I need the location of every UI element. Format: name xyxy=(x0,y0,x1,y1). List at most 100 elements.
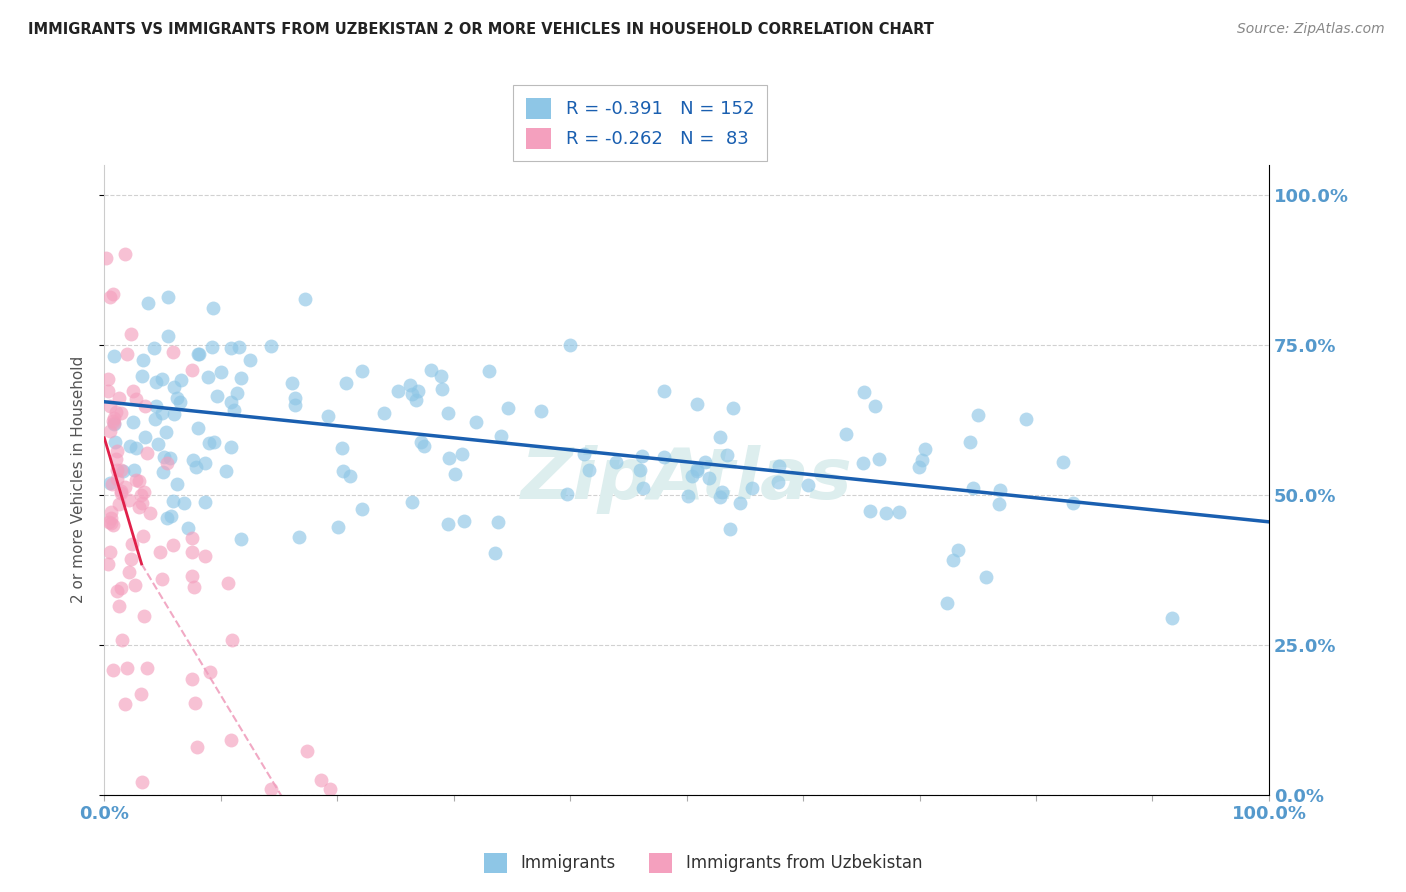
Point xyxy=(100,516,122,531)
Point xyxy=(852,456,875,470)
Point xyxy=(136,446,159,460)
Point xyxy=(942,552,965,566)
Point xyxy=(160,509,183,524)
Point xyxy=(111,464,134,478)
Point xyxy=(718,522,741,536)
Point xyxy=(202,434,225,449)
Point xyxy=(217,576,239,591)
Point xyxy=(156,329,179,343)
Point xyxy=(114,480,136,494)
Point xyxy=(128,500,150,514)
Point xyxy=(180,568,202,582)
Point xyxy=(294,292,316,306)
Point xyxy=(181,531,204,545)
Point xyxy=(145,376,167,390)
Point xyxy=(157,290,180,304)
Point xyxy=(1052,455,1074,469)
Point xyxy=(409,435,432,450)
Point xyxy=(103,349,125,363)
Point xyxy=(186,460,208,475)
Point xyxy=(281,376,304,390)
Point xyxy=(97,557,120,571)
Point xyxy=(465,415,488,429)
Point xyxy=(155,425,177,439)
Point xyxy=(387,384,409,398)
Point xyxy=(834,427,856,442)
Point xyxy=(131,775,153,789)
Point xyxy=(103,411,125,425)
Point xyxy=(101,517,124,532)
Point xyxy=(721,401,744,416)
Point xyxy=(439,451,461,466)
Point xyxy=(605,455,627,469)
Point xyxy=(107,497,129,511)
Point xyxy=(181,363,204,377)
Point xyxy=(131,369,153,384)
Point xyxy=(118,492,141,507)
Point xyxy=(401,495,423,509)
Point xyxy=(110,463,132,477)
Point xyxy=(574,447,596,461)
Point xyxy=(309,772,332,787)
Point xyxy=(875,506,897,520)
Point xyxy=(716,448,738,462)
Point xyxy=(914,442,936,456)
Point xyxy=(98,475,121,490)
Point xyxy=(132,529,155,543)
Point xyxy=(162,494,184,508)
Point xyxy=(451,447,474,461)
Point xyxy=(1062,496,1084,510)
Point xyxy=(373,405,395,419)
Point xyxy=(134,430,156,444)
Point xyxy=(111,632,134,647)
Point xyxy=(946,542,969,557)
Text: Source: ZipAtlas.com: Source: ZipAtlas.com xyxy=(1237,22,1385,37)
Point xyxy=(180,545,202,559)
Point xyxy=(142,341,165,355)
Point xyxy=(283,398,305,412)
Point xyxy=(194,549,217,563)
Point xyxy=(100,511,122,525)
Point xyxy=(686,397,709,411)
Point xyxy=(631,449,654,463)
Point xyxy=(163,380,186,394)
Point xyxy=(194,456,217,470)
Point xyxy=(328,520,350,534)
Point xyxy=(332,464,354,478)
Point xyxy=(94,251,117,265)
Point xyxy=(135,661,157,675)
Point xyxy=(406,384,429,398)
Point xyxy=(186,740,208,755)
Point xyxy=(318,782,340,797)
Point xyxy=(437,516,460,531)
Point xyxy=(1015,412,1038,426)
Point xyxy=(188,346,211,360)
Point xyxy=(962,481,984,495)
Point xyxy=(131,496,153,510)
Point xyxy=(177,521,200,535)
Point xyxy=(768,458,790,473)
Point xyxy=(104,434,127,449)
Point xyxy=(132,353,155,368)
Point xyxy=(153,450,176,464)
Point xyxy=(169,394,191,409)
Point xyxy=(105,463,128,477)
Point xyxy=(98,515,121,529)
Point xyxy=(988,483,1011,498)
Point xyxy=(221,395,243,409)
Point xyxy=(98,424,121,438)
Point xyxy=(453,514,475,528)
Point xyxy=(419,363,441,377)
Point xyxy=(103,416,125,430)
Point xyxy=(728,496,751,510)
Point xyxy=(110,581,132,595)
Point xyxy=(224,403,246,417)
Point xyxy=(1160,611,1182,625)
Point xyxy=(260,339,283,353)
Point xyxy=(352,364,374,378)
Legend: R = -0.391   N = 152, R = -0.262   N =  83: R = -0.391 N = 152, R = -0.262 N = 83 xyxy=(513,86,766,161)
Point xyxy=(187,347,209,361)
Point xyxy=(910,452,932,467)
Point xyxy=(676,489,699,503)
Text: ZipAtlas: ZipAtlas xyxy=(520,445,852,515)
